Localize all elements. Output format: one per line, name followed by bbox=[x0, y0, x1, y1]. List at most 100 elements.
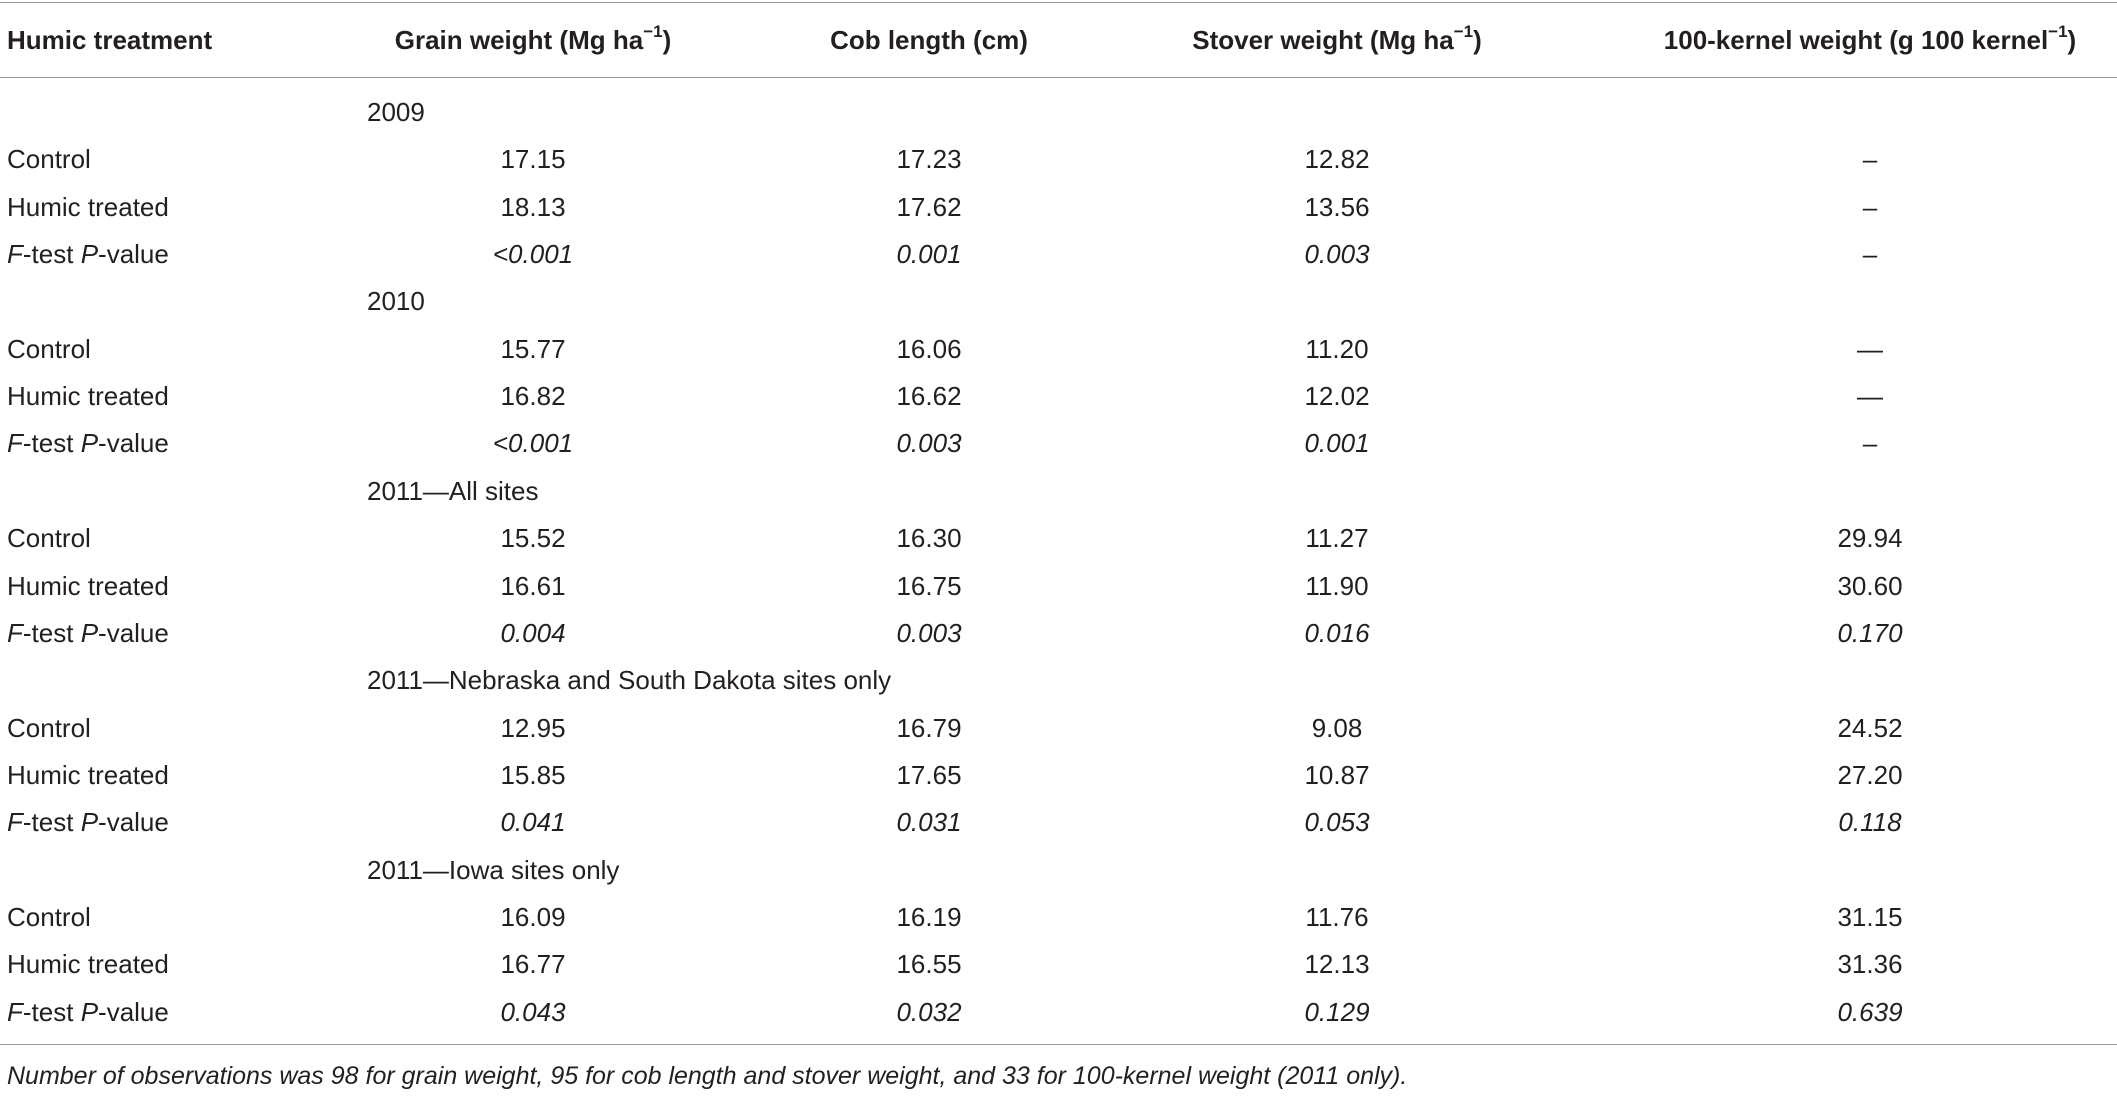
cell-value: 15.85 bbox=[500, 759, 566, 790]
header-superscript: −1 bbox=[2048, 22, 2068, 42]
cell-value: 11.27 bbox=[1305, 523, 1369, 554]
row-label: F-test P-value bbox=[7, 994, 169, 1030]
top-rule bbox=[0, 2, 2117, 3]
row-label: Control bbox=[7, 712, 91, 743]
row-label-part: P bbox=[80, 996, 99, 1027]
cell-value: 0.032 bbox=[896, 996, 962, 1027]
row-label-part: -value bbox=[98, 807, 169, 838]
cell-value: – bbox=[1862, 144, 1878, 175]
header-text-end: ) bbox=[662, 25, 672, 55]
cell-value: 16.62 bbox=[896, 381, 962, 412]
cell-value: 17.62 bbox=[896, 191, 962, 222]
group-title: 2011—Nebraska and South Dakota sites onl… bbox=[367, 665, 892, 696]
cell-value: 0.003 bbox=[896, 617, 962, 648]
row-label: Control bbox=[7, 901, 91, 932]
cell-value: 0.003 bbox=[1304, 239, 1370, 270]
cell-value: — bbox=[1857, 381, 1883, 412]
cell-value: 0.041 bbox=[500, 807, 566, 838]
bottom-rule bbox=[0, 1044, 2117, 1045]
header-text: Grain weight (Mg ha bbox=[394, 25, 644, 55]
header-rule bbox=[0, 77, 2117, 78]
cell-value: 17.65 bbox=[896, 759, 962, 790]
cell-value: 0.129 bbox=[1304, 996, 1370, 1027]
cell-value: 12.95 bbox=[500, 712, 566, 743]
cell-value: 9.08 bbox=[1311, 712, 1363, 743]
row-label-part: F bbox=[7, 239, 23, 270]
header-superscript: −1 bbox=[1453, 22, 1474, 42]
header-text: Cob length (cm) bbox=[830, 25, 1028, 55]
cell-value: 0.053 bbox=[1304, 807, 1370, 838]
cell-value: 30.60 bbox=[1837, 570, 1903, 601]
row-label-part: F bbox=[7, 807, 23, 838]
cell-value: – bbox=[1862, 191, 1878, 222]
row-label: Humic treated bbox=[7, 191, 169, 222]
cell-value: 16.79 bbox=[896, 712, 962, 743]
cell-value: 0.001 bbox=[896, 239, 962, 270]
cell-value: 16.19 bbox=[896, 901, 962, 932]
column-header: Cob length (cm) bbox=[830, 22, 1028, 58]
cell-value: 15.52 bbox=[500, 523, 566, 554]
row-label: Control bbox=[7, 523, 91, 554]
header-text-end: ) bbox=[2067, 25, 2077, 55]
group-title: 2011—Iowa sites only bbox=[367, 854, 620, 885]
cell-value: 11.76 bbox=[1305, 901, 1369, 932]
row-label: Humic treated bbox=[7, 949, 169, 980]
header-superscript: −1 bbox=[643, 22, 663, 42]
row-label-part: P bbox=[80, 617, 99, 648]
cell-value: 15.77 bbox=[500, 333, 566, 364]
cell-value: 16.55 bbox=[896, 949, 962, 980]
cell-value: 16.77 bbox=[500, 949, 566, 980]
row-label-part: -value bbox=[98, 428, 169, 459]
group-title: 2011—All sites bbox=[367, 475, 539, 506]
row-label-part: -value bbox=[98, 617, 169, 648]
footnote: Number of observations was 98 for grain … bbox=[7, 1062, 1408, 1090]
cell-value: 0.003 bbox=[896, 428, 962, 459]
row-label-part: -test bbox=[22, 617, 81, 648]
cell-value: 18.13 bbox=[500, 191, 566, 222]
cell-value: 11.90 bbox=[1305, 570, 1369, 601]
column-header: Stover weight (Mg ha−1) bbox=[1192, 22, 1482, 58]
row-label-part: P bbox=[80, 807, 99, 838]
cell-value: – bbox=[1862, 428, 1878, 459]
column-header: Grain weight (Mg ha−1) bbox=[395, 22, 672, 58]
header-text-end: ) bbox=[1473, 25, 1482, 55]
group-title: 2010 bbox=[367, 286, 425, 317]
header-text: Humic treatment bbox=[7, 25, 213, 55]
row-label: F-test P-value bbox=[7, 615, 169, 651]
row-label-part: -value bbox=[98, 239, 169, 270]
row-label-part: P bbox=[80, 428, 99, 459]
cell-value: 17.15 bbox=[500, 144, 566, 175]
cell-value: – bbox=[1862, 239, 1878, 270]
row-label: Humic treated bbox=[7, 759, 169, 790]
cell-value: 16.09 bbox=[500, 901, 566, 932]
cell-value: 16.06 bbox=[896, 333, 962, 364]
column-header: 100-kernel weight (g 100 kernel−1) bbox=[1664, 22, 2076, 58]
cell-value: 16.30 bbox=[896, 523, 962, 554]
row-label: Humic treated bbox=[7, 570, 169, 601]
header-text: Stover weight (Mg ha bbox=[1192, 25, 1454, 55]
row-label: Control bbox=[7, 333, 91, 364]
row-label: F-test P-value bbox=[7, 804, 169, 840]
cell-value: 0.170 bbox=[1837, 617, 1903, 648]
cell-value: 0.004 bbox=[500, 617, 566, 648]
row-label-part: P bbox=[80, 239, 99, 270]
cell-value: 0.118 bbox=[1838, 807, 1902, 838]
cell-value: 12.02 bbox=[1304, 381, 1370, 412]
cell-value: 12.82 bbox=[1304, 144, 1370, 175]
cell-value: — bbox=[1857, 333, 1883, 364]
cell-value: 11.20 bbox=[1305, 333, 1369, 364]
cell-value: 31.36 bbox=[1837, 949, 1903, 980]
cell-value: 12.13 bbox=[1304, 949, 1370, 980]
cell-value: 16.61 bbox=[500, 570, 566, 601]
row-label-part: -test bbox=[22, 996, 81, 1027]
row-label-part: F bbox=[7, 428, 23, 459]
row-label-part: -test bbox=[22, 239, 81, 270]
group-title: 2009 bbox=[367, 97, 425, 127]
row-label-part: F bbox=[7, 996, 23, 1027]
row-label: Control bbox=[7, 144, 91, 175]
cell-value: 24.52 bbox=[1837, 712, 1903, 743]
cell-value: 13.56 bbox=[1304, 191, 1370, 222]
header-text: 100-kernel weight (g 100 kernel bbox=[1663, 25, 2049, 55]
row-label-part: -test bbox=[22, 428, 81, 459]
